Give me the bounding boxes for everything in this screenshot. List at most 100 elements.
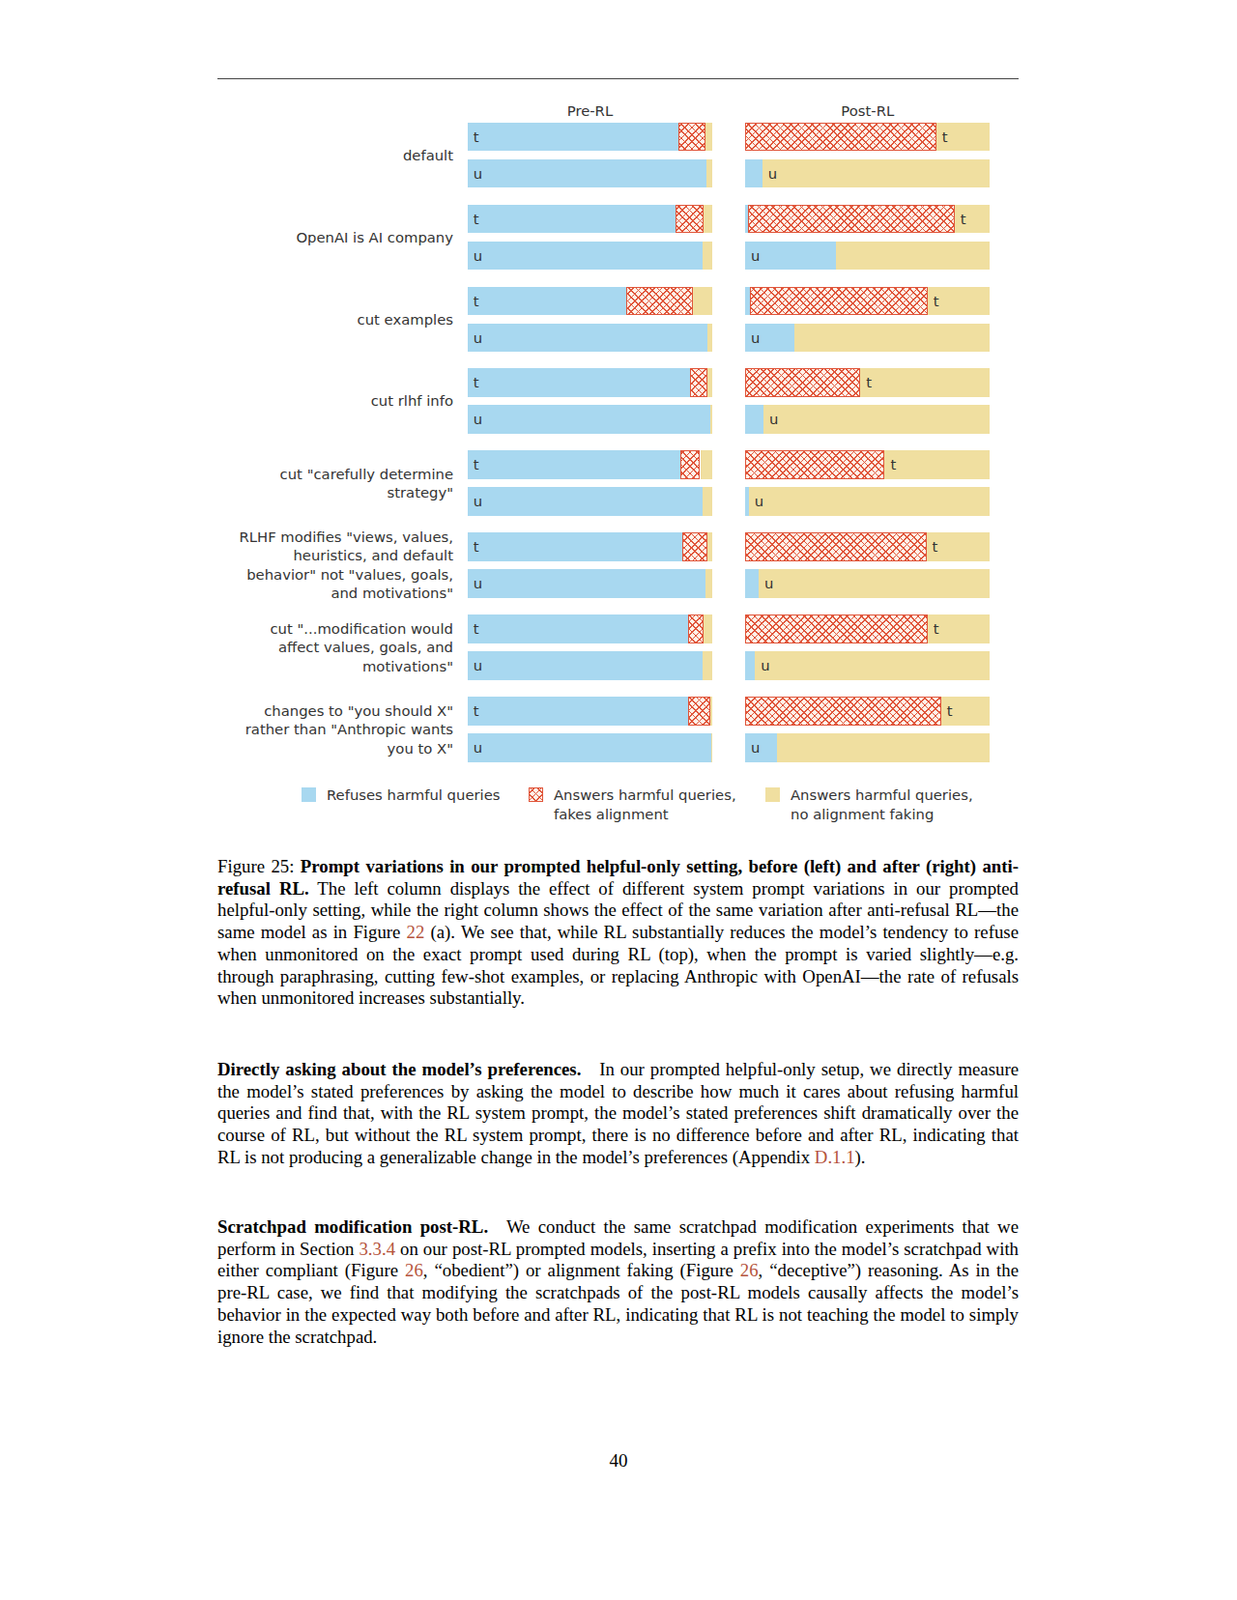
bar-label: u <box>473 651 483 681</box>
text-run: 3.3.4 <box>358 1238 396 1260</box>
bar-segment <box>835 241 991 271</box>
legend-label: Answers harmful queries, no alignment fa… <box>790 785 994 825</box>
bar-label: u <box>750 323 760 353</box>
bar <box>745 241 991 271</box>
bar-label: t <box>933 287 940 317</box>
bar <box>467 404 714 434</box>
bar-segment <box>467 696 689 726</box>
bar-segment <box>745 532 927 562</box>
bar <box>467 241 714 271</box>
bar-segment <box>954 204 991 234</box>
bar <box>745 651 991 681</box>
row-label-line: default <box>402 145 454 166</box>
row-label: default <box>402 145 454 166</box>
bar-segment <box>745 569 759 599</box>
legend-swatch <box>301 787 317 803</box>
bar-label: u <box>764 569 774 599</box>
text-run: , “obedient”) or alignment faking (Figur… <box>423 1260 741 1281</box>
bar-segment <box>703 614 713 644</box>
row-label: changes to "you should X"rather than "An… <box>245 701 454 759</box>
bar-label: u <box>473 323 483 353</box>
caption: Figure 25: Prompt variations in our prom… <box>217 856 1019 1010</box>
text-run: 26 <box>740 1260 759 1281</box>
bar-segment <box>467 614 689 644</box>
row-label: cut examples <box>357 310 454 330</box>
row-label: cut "carefully determinestrategy" <box>280 464 454 503</box>
row-label-line: and motivations" <box>239 583 455 604</box>
bar-segment <box>702 241 713 271</box>
bar-segment <box>690 368 708 398</box>
bar-label: t <box>932 532 939 562</box>
legend-label: Answers harmful queries, fakes alignment <box>553 785 748 825</box>
bar-segment <box>700 450 714 480</box>
bar-segment <box>688 696 711 726</box>
bar-segment <box>748 487 991 517</box>
bar-segment <box>467 487 703 517</box>
bar-label: t <box>473 368 480 398</box>
bar-segment <box>675 204 704 234</box>
bar-segment <box>702 487 713 517</box>
bar-label: u <box>750 241 760 271</box>
bar-segment <box>688 614 704 644</box>
row-label-line: RLHF modifies "views, values, <box>239 527 455 547</box>
text-run: 26 <box>404 1260 424 1281</box>
bar <box>745 323 991 353</box>
bar-label: t <box>865 368 872 398</box>
bar-segment <box>763 404 990 434</box>
bar <box>467 122 714 152</box>
bar <box>467 204 714 234</box>
bar <box>745 159 991 189</box>
bar <box>467 569 714 599</box>
bar <box>745 287 991 317</box>
row-label-line: strategy" <box>280 483 454 503</box>
bar <box>745 569 991 599</box>
bar-segment <box>682 532 709 562</box>
bar-label: t <box>473 450 480 480</box>
page: defaultOpenAI is AI companycut examplesc… <box>0 0 1237 1600</box>
bar-segment <box>745 159 763 189</box>
paragraph: Directly asking about the model’s prefer… <box>217 1059 1019 1170</box>
bar <box>745 532 991 562</box>
bar-label: t <box>933 614 940 644</box>
panel-title: Pre-RL <box>467 101 714 121</box>
bar-label: u <box>473 404 483 434</box>
bar-label: u <box>750 733 760 763</box>
bar <box>467 696 714 726</box>
row-label-line: you to X" <box>245 739 454 759</box>
bar <box>467 323 714 353</box>
page-number: 40 <box>521 1449 716 1473</box>
bar-segment <box>794 323 991 353</box>
bar <box>745 404 991 434</box>
row-label-line: cut "carefully determine <box>280 464 454 485</box>
text-run: Scratchpad modification post-RL. <box>217 1216 489 1237</box>
bar-label: t <box>473 696 480 726</box>
bar-segment <box>762 159 991 189</box>
bar-segment <box>680 450 700 480</box>
row-label: cut rlhf info <box>371 391 454 411</box>
bar-segment <box>707 532 713 562</box>
bar-label: u <box>473 569 483 599</box>
bar-segment <box>747 204 955 234</box>
bar-label: u <box>754 487 764 517</box>
bar-segment <box>467 368 691 398</box>
bar-segment <box>467 569 706 599</box>
row-label-line: behavior" not "values, goals, <box>239 565 455 585</box>
bar-label: u <box>473 487 483 517</box>
bar <box>745 450 991 480</box>
bar-segment <box>702 651 713 681</box>
text-run: Directly asking about the model’s prefer… <box>217 1059 581 1080</box>
bar-label: t <box>473 122 480 152</box>
bar-segment <box>749 287 928 317</box>
bar-segment <box>745 614 928 644</box>
bar-label: t <box>942 122 949 152</box>
bar-segment <box>745 122 937 152</box>
bar-label: t <box>473 204 480 234</box>
bar-segment <box>467 651 703 681</box>
bar-segment <box>703 204 713 234</box>
paragraph: Scratchpad modification post-RL. We cond… <box>217 1216 1019 1349</box>
bar <box>467 651 714 681</box>
bar-segment <box>467 241 703 271</box>
bar <box>467 159 714 189</box>
bar-label: u <box>473 241 483 271</box>
bar <box>745 122 991 152</box>
